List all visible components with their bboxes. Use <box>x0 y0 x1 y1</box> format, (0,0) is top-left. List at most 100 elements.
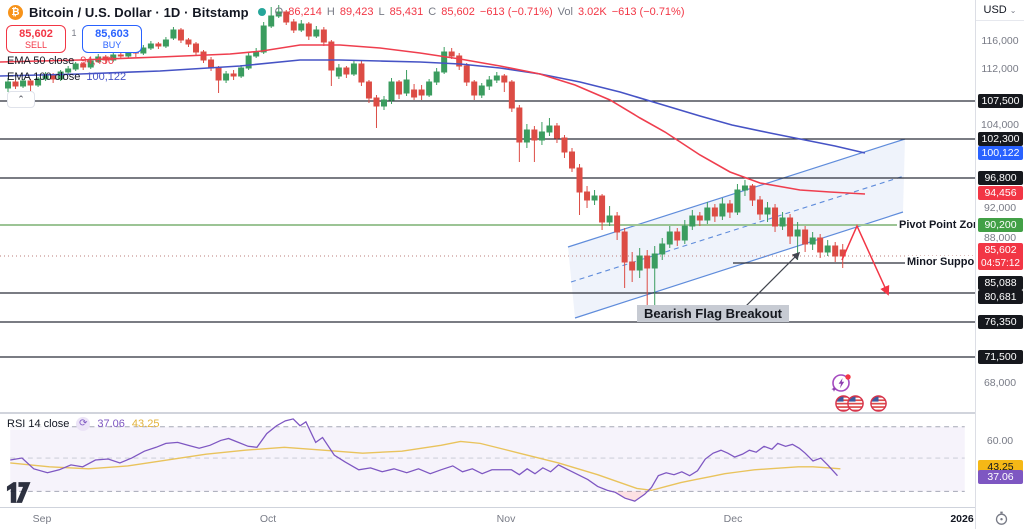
candle <box>824 240 831 256</box>
candle <box>230 70 237 80</box>
candle <box>711 204 718 222</box>
rsi-chart-canvas[interactable] <box>0 412 975 507</box>
low-value: 85,431 <box>389 6 424 18</box>
collapse-legend-button[interactable]: ⌃ <box>7 91 35 108</box>
sell-button[interactable]: 85,602 SELL <box>6 25 66 53</box>
bearish-flag-breakout-label[interactable]: Bearish Flag Breakout <box>637 305 789 322</box>
candle <box>486 76 493 90</box>
candle <box>516 105 523 162</box>
minor-support-label[interactable]: Minor Support <box>905 256 985 268</box>
candle <box>764 202 771 222</box>
candle <box>388 78 395 104</box>
candle <box>162 37 169 48</box>
candle <box>320 27 327 46</box>
rsi-label: RSI 14 close <box>7 418 70 430</box>
candle <box>553 123 560 143</box>
candle <box>538 122 545 145</box>
ema100-label: EMA 100 close <box>7 71 81 83</box>
candle <box>260 22 267 54</box>
candle <box>110 52 117 62</box>
symbol-title[interactable]: Bitcoin / U.S. Dollar · 1D · Bitstamp <box>29 4 249 20</box>
candle <box>809 232 816 250</box>
ema50-legend[interactable]: EMA 50 close 94,456 <box>7 55 114 67</box>
candle <box>614 212 621 240</box>
candle <box>365 80 372 103</box>
candle <box>373 95 380 128</box>
time-axis-label: 2026 <box>950 513 974 525</box>
us-flag-event-icon[interactable] <box>846 394 865 418</box>
candle <box>779 212 786 230</box>
candle <box>57 70 64 81</box>
symbol-header: ₿ Bitcoin / U.S. Dollar · 1D · Bitstamp … <box>8 4 685 20</box>
candle <box>358 61 365 86</box>
candle <box>177 28 184 43</box>
price-level-badge: 37.06 <box>978 470 1023 484</box>
candle <box>381 96 387 110</box>
rsi-ma-line <box>10 440 841 492</box>
candle <box>501 74 508 92</box>
flash-event-icon[interactable] <box>830 371 854 400</box>
candle <box>584 186 591 208</box>
candle <box>72 62 79 71</box>
price-scale-label: 60.00 <box>986 435 1014 447</box>
candle <box>787 214 794 244</box>
candle <box>335 64 342 79</box>
candle <box>328 40 335 86</box>
rsi-settings-icon[interactable]: ⟳ <box>76 417 91 431</box>
candle <box>313 26 320 38</box>
open-label: O <box>274 6 284 18</box>
ohlc-readout: O 86,214 H 89,423 L 85,431 C 85,602 −613 (−0… <box>275 6 685 18</box>
candle <box>185 38 192 47</box>
candle <box>621 228 628 288</box>
price-level-badge: 107,500 <box>978 94 1023 108</box>
candle <box>411 84 418 100</box>
buy-sell-widget: 85,602 SELL 1 85,603 BUY <box>6 25 142 53</box>
candle <box>772 204 779 232</box>
rsi-line <box>10 418 838 502</box>
bitcoin-logo-icon: ₿ <box>8 4 23 20</box>
price-level-badge: 96,800 <box>978 171 1023 185</box>
pivot-point-zone-label[interactable]: Pivot Point Zone <box>897 219 988 231</box>
low-label: L <box>378 6 385 18</box>
candle <box>674 228 681 246</box>
candle <box>508 80 515 112</box>
main-chart-canvas[interactable] <box>0 0 975 412</box>
us-flag-event-icon[interactable] <box>869 394 888 418</box>
candle <box>757 196 763 220</box>
candle <box>426 79 433 97</box>
price-level-badge: 102,300 <box>978 132 1023 146</box>
rsi-value: 37.06 <box>97 418 125 430</box>
buy-price: 85,603 <box>95 28 129 40</box>
tradingview-logo-icon <box>6 482 31 503</box>
currency-dropdown[interactable]: USD ⌄ <box>976 0 1024 21</box>
high-value: 89,423 <box>339 6 374 18</box>
buy-button[interactable]: 85,603 BUY <box>82 25 142 53</box>
price-scale-label: 104,000 <box>981 119 1019 131</box>
time-axis-label: Dec <box>723 513 743 525</box>
candle <box>478 83 485 98</box>
candle <box>147 41 154 50</box>
ema100-legend[interactable]: EMA 100 close 100,122 <box>7 71 126 83</box>
price-level-badge: 71,500 <box>978 350 1023 364</box>
rsi-oversold-fill <box>613 491 648 502</box>
candle <box>817 234 824 258</box>
time-axis-label: Oct <box>259 513 277 525</box>
candle <box>170 27 177 40</box>
breakdown-projection-arrow[interactable] <box>841 224 890 296</box>
candle <box>463 63 470 86</box>
time-axis[interactable]: Sep Oct Nov Dec 2026 <box>0 507 975 529</box>
candle <box>5 78 11 92</box>
bearish-flag-channel[interactable] <box>568 139 905 318</box>
candle <box>644 250 651 305</box>
price-scale[interactable]: USD ⌄ 116,000 112,000 104,000 92,000 88,000 6… <box>975 0 1024 529</box>
candle <box>215 66 222 93</box>
clock-settings-icon[interactable] <box>994 511 1009 526</box>
candle <box>531 126 538 162</box>
rsi-legend[interactable]: RSI 14 close ⟳ 37.06 43.25 <box>7 417 159 431</box>
candle <box>200 50 207 63</box>
candle <box>433 68 440 85</box>
candle <box>343 66 350 78</box>
flag-callout-arrow[interactable] <box>745 251 801 307</box>
sell-price: 85,602 <box>19 28 53 40</box>
